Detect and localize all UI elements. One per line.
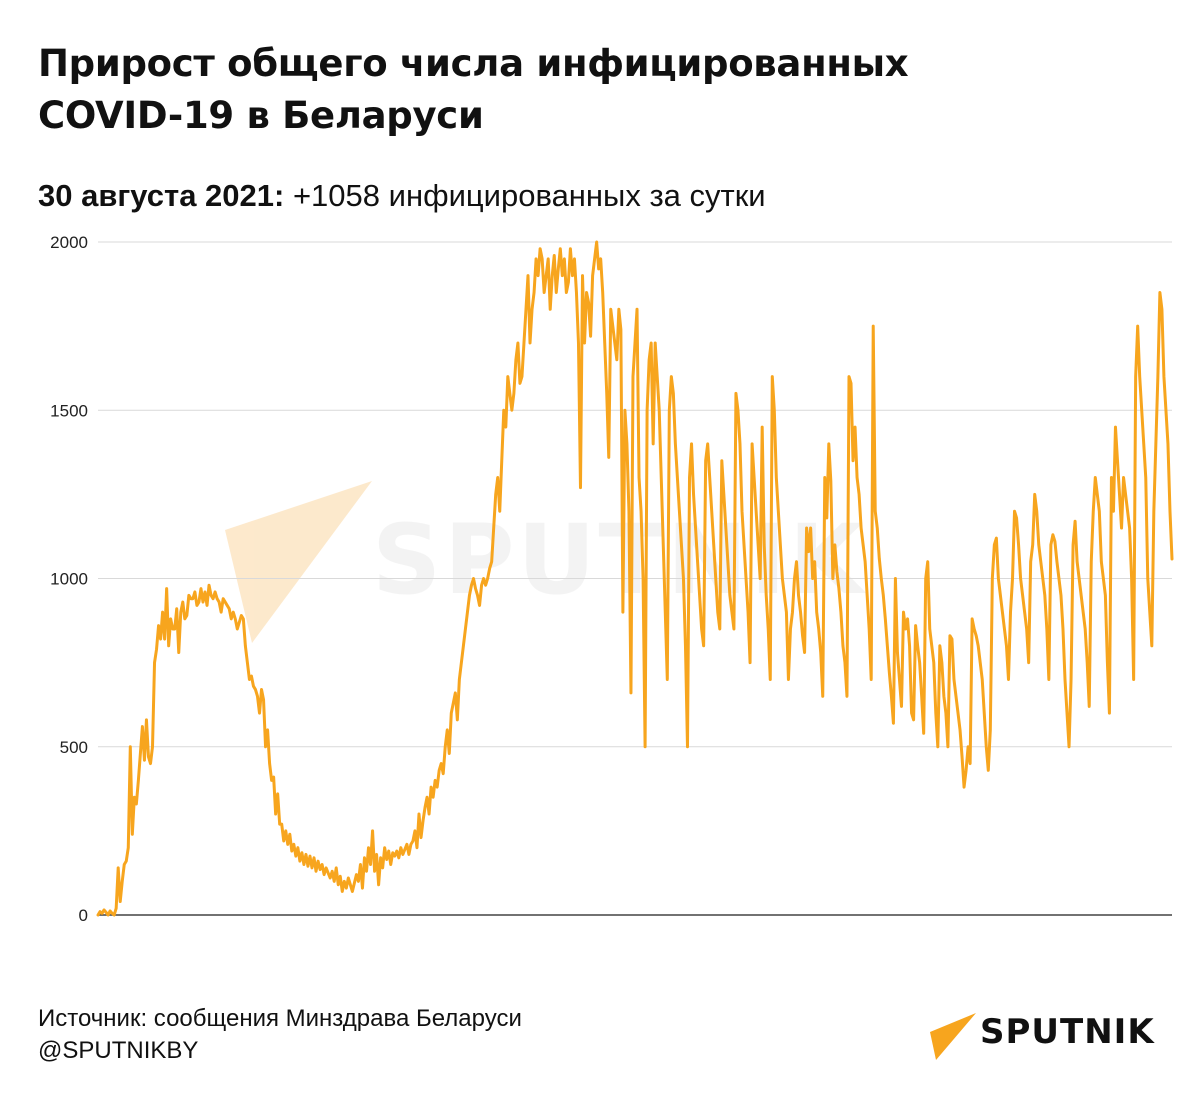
chart-subtitle: 30 августа 2021: +1058 инфицированных за… — [38, 176, 766, 216]
sputnik-arrow-icon — [930, 1013, 976, 1060]
chart-title-line-2: COVID-19 в Беларуси — [38, 94, 484, 137]
logo-text: SPUTNIK — [980, 1012, 1155, 1052]
chart-title-line-1: Прирост общего числа инфицированных — [38, 42, 909, 85]
subtitle-text: +1058 инфицированных за сутки — [284, 178, 766, 213]
subtitle-date: 30 августа 2021: — [38, 178, 285, 213]
watermark-arrow-icon — [225, 481, 372, 643]
footer: Источник: сообщения Минздрава Беларуси @… — [38, 1003, 522, 1067]
source-note: Источник: сообщения Минздрава Беларуси — [38, 1005, 522, 1032]
sputnik-logo: SPUTNIK — [928, 1010, 1168, 1062]
y-tick-label: 1500 — [50, 401, 88, 420]
y-tick-label: 2000 — [50, 233, 88, 252]
y-tick-label: 0 — [79, 906, 88, 925]
series-line — [96, 240, 1174, 917]
social-handle: @SPUTNIKBY — [38, 1037, 199, 1064]
y-tick-label: 1000 — [50, 570, 88, 589]
y-tick-label: 500 — [60, 738, 88, 757]
chart-title: Прирост общего числа инфицированных COVI… — [38, 38, 1038, 142]
